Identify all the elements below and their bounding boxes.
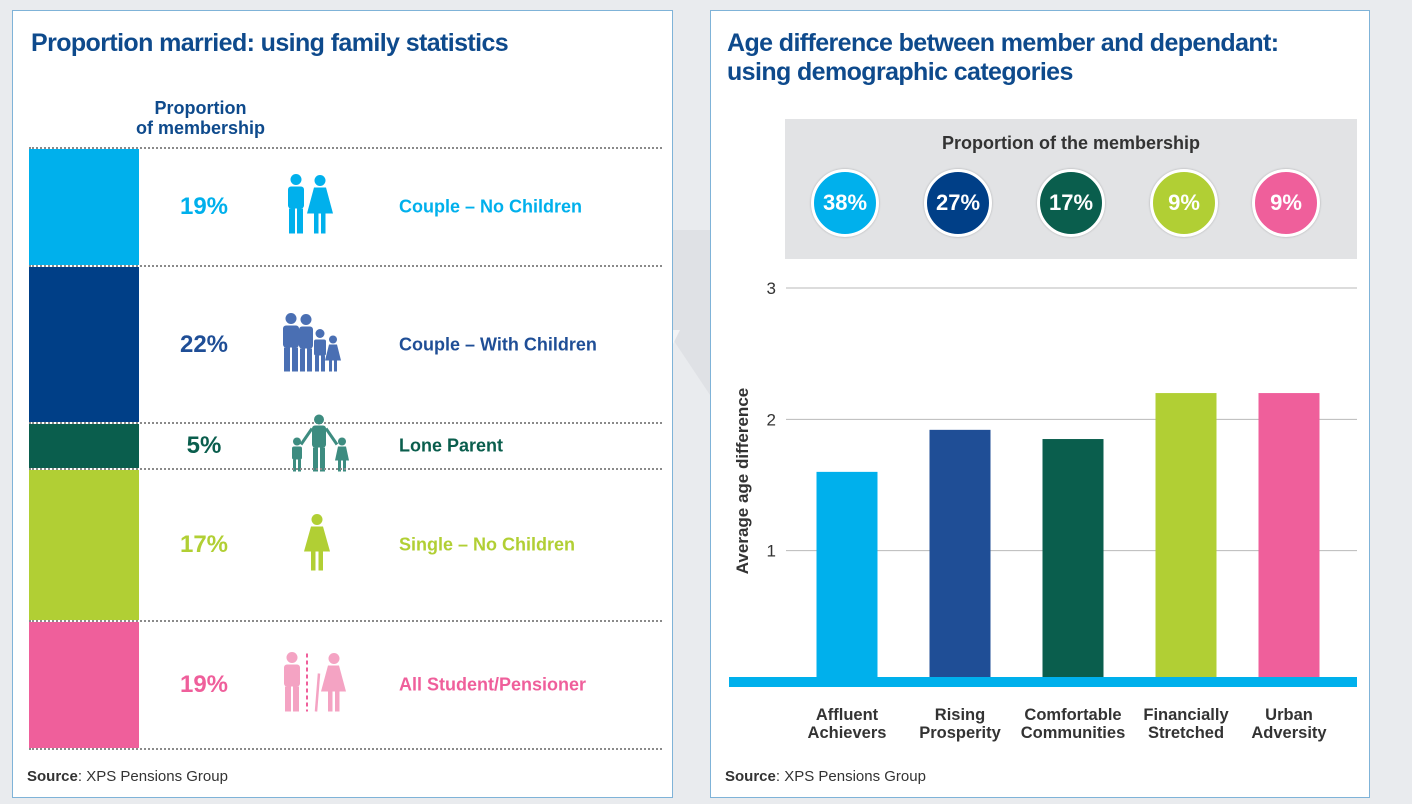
- couple-icon: [279, 174, 339, 241]
- proportion-bubble: 9%: [1150, 169, 1218, 237]
- x-tick-label: Prosperity: [919, 724, 1001, 742]
- row-divider: [29, 468, 662, 470]
- proportion-bubble: 27%: [924, 169, 992, 237]
- source-note: Source: XPS Pensions Group: [27, 768, 228, 785]
- bar: [929, 429, 991, 682]
- row-percentage: 19%: [179, 671, 229, 698]
- row-percentage: 5%: [186, 432, 222, 459]
- proportion-bubble: 38%: [811, 169, 879, 237]
- table-row: 17% Single – No Children: [29, 470, 661, 620]
- x-tick-label: Rising: [935, 706, 985, 724]
- lone-parent-icon: [287, 414, 353, 478]
- row-percentage: 17%: [179, 531, 229, 558]
- bar: [1155, 393, 1217, 682]
- row-color-swatch: [29, 424, 139, 468]
- row-divider: [29, 620, 662, 622]
- panel-title-line2: using demographic categories: [727, 58, 1073, 86]
- column-header: Proportion of membership: [113, 98, 288, 138]
- source-note: Source: XPS Pensions Group: [725, 768, 926, 785]
- bar: [816, 471, 878, 682]
- x-tick-label: Achievers: [808, 724, 887, 742]
- row-divider: [29, 748, 662, 750]
- student-pensioner-icon: [279, 652, 349, 719]
- x-tick-label: Financially: [1143, 706, 1229, 724]
- source-text: : XPS Pensions Group: [775, 768, 926, 785]
- proportion-box: Proportion of the membership 38% 27% 17%…: [785, 119, 1357, 259]
- row-percentage: 19%: [179, 193, 229, 220]
- table-row: 19% Couple – No Children: [29, 149, 661, 265]
- row-color-swatch: [29, 470, 139, 620]
- proportion-bubble: 9%: [1252, 169, 1320, 237]
- column-header-line1: Proportion: [154, 98, 247, 118]
- y-tick-label: 2: [767, 410, 776, 429]
- table-row: 19% All Student/Pensioner: [29, 622, 661, 748]
- proportion-bubble: 17%: [1037, 169, 1105, 237]
- panel-title: Age difference between member and depend…: [727, 29, 1279, 87]
- row-divider: [29, 422, 662, 424]
- x-tick-label: Communities: [1021, 724, 1126, 742]
- row-category-label: Couple – No Children: [399, 196, 583, 217]
- row-color-swatch: [29, 149, 139, 265]
- row-divider: [29, 147, 662, 149]
- bar: [1042, 439, 1104, 682]
- x-tick-label: Stretched: [1148, 724, 1224, 742]
- row-category-label: Lone Parent: [399, 435, 504, 456]
- row-color-swatch: [29, 622, 139, 748]
- table-row: 22%: [29, 267, 661, 422]
- bar: [1258, 393, 1320, 682]
- y-tick-label: 3: [767, 279, 776, 298]
- x-tick-label: Affluent: [816, 706, 879, 724]
- row-divider: [29, 265, 662, 267]
- source-label: Source: [27, 768, 78, 785]
- demographic-categories-panel: Age difference between member and depend…: [710, 10, 1370, 798]
- x-axis-baseline: [729, 677, 1357, 687]
- column-header-line2: of membership: [135, 118, 266, 138]
- y-tick-label: 1: [767, 542, 776, 561]
- x-tick-label: Comfortable: [1024, 706, 1121, 724]
- panel-title-line1: Age difference between member and depend…: [727, 29, 1279, 57]
- single-person-icon: [301, 514, 333, 577]
- y-axis-label: Average age difference: [733, 387, 752, 575]
- row-percentage: 22%: [179, 330, 229, 358]
- family-icon: [279, 312, 343, 377]
- x-tick-label: Urban: [1265, 706, 1313, 724]
- source-label: Source: [725, 768, 776, 785]
- x-tick-label: Adversity: [1251, 724, 1327, 742]
- row-category-label: Couple – With Children: [399, 334, 597, 354]
- family-statistics-panel: Proportion married: using family statist…: [12, 10, 673, 798]
- row-category-label: All Student/Pensioner: [399, 674, 587, 695]
- table-row: 5%: [29, 414, 661, 472]
- source-text: : XPS Pensions Group: [77, 768, 228, 785]
- row-category-label: Single – No Children: [399, 534, 576, 555]
- row-color-swatch: [29, 267, 139, 422]
- panel-title: Proportion married: using family statist…: [31, 29, 509, 57]
- proportion-title: Proportion of the membership: [941, 133, 1200, 153]
